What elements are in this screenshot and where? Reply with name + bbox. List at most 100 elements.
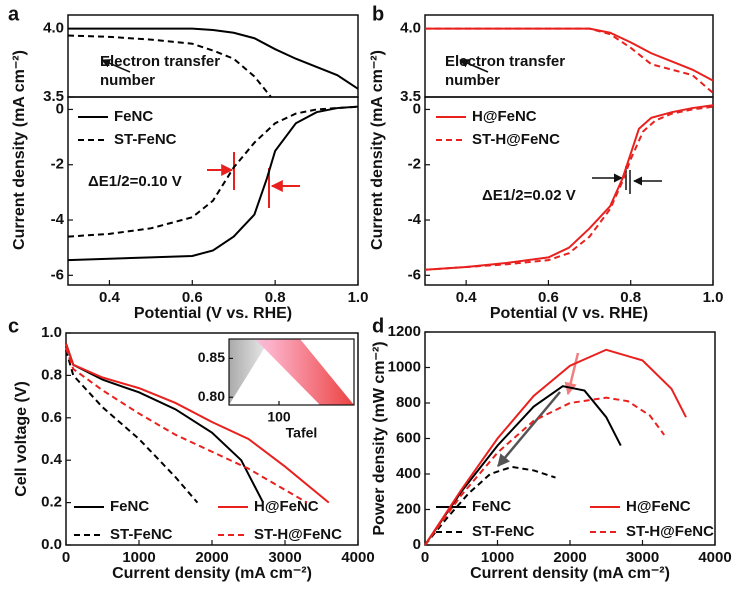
y-axis-label: Cell voltage (V) xyxy=(13,381,30,497)
y-tick-label: -6 xyxy=(51,266,64,283)
y-axis-label: Current density (mA cm⁻²) xyxy=(11,50,28,250)
legend-label: FeNC xyxy=(110,498,149,515)
y-tick-label: 0 xyxy=(413,536,421,553)
y-tick-label: 0.8 xyxy=(41,366,62,383)
y-tick-label: 800 xyxy=(396,394,421,411)
y-tick-label: 1.0 xyxy=(41,324,62,341)
inset-frame xyxy=(228,338,355,406)
series-line xyxy=(68,27,359,90)
y-tick-label: -4 xyxy=(51,211,65,228)
y-axis-label: Power density (mW cm⁻²) xyxy=(371,341,388,535)
x-tick-label: 0.8 xyxy=(620,289,641,306)
y-tick-label: 0.2 xyxy=(41,494,62,511)
inset-x-label: Tafel xyxy=(286,425,318,441)
x-tick-label: 1000 xyxy=(122,549,155,566)
x-tick-label: 0.8 xyxy=(265,289,286,306)
annotation: Electron transfer number xyxy=(445,53,566,89)
legend-label: ST-FeNC xyxy=(114,131,177,148)
x-tick-label: 0.4 xyxy=(99,289,121,306)
y-tick-label: 4.0 xyxy=(43,20,64,37)
series-line xyxy=(424,104,714,271)
annotation: ΔE1/2=0.02 V xyxy=(482,187,576,204)
legend-label: ST-H@FeNC xyxy=(254,526,342,543)
x-tick-label: 0.6 xyxy=(538,289,559,306)
x-tick-label: 3000 xyxy=(268,549,301,566)
y-tick-label: 3.5 xyxy=(400,88,421,105)
panel-letter: c xyxy=(8,315,19,337)
panel-letter: b xyxy=(372,3,384,25)
x-tick-label: 4000 xyxy=(341,549,374,566)
x-tick-label: 1.0 xyxy=(348,289,369,306)
y-tick-label: 200 xyxy=(396,500,421,517)
y-tick-label: 0.0 xyxy=(41,536,62,553)
legend-label: ST-H@FeNC xyxy=(626,523,714,540)
y-tick-label: 0 xyxy=(56,100,64,117)
x-axis-label: Current density (mA cm⁻²) xyxy=(112,565,312,582)
y-tick-label: 4.0 xyxy=(400,20,421,37)
series-line xyxy=(424,465,556,546)
legend-label: H@FeNC xyxy=(254,498,319,515)
y-tick-label: 0.4 xyxy=(41,451,63,468)
series-line xyxy=(65,343,330,504)
x-axis-label: Potential (V vs. RHE) xyxy=(490,305,648,322)
y-tick-label: 0.6 xyxy=(41,409,62,426)
y-tick-label: 1000 xyxy=(388,358,421,375)
panel-letter: a xyxy=(8,3,20,25)
plot-frame xyxy=(67,96,359,286)
y-tick-label: 600 xyxy=(396,429,421,446)
x-tick-label: 2000 xyxy=(195,549,228,566)
series-line xyxy=(67,34,272,98)
y-tick-label: 0 xyxy=(413,100,421,117)
x-tick-label: 0 xyxy=(421,549,429,566)
series-line xyxy=(425,27,714,82)
legend-label: ST-FeNC xyxy=(472,523,535,540)
x-tick-label: 0.4 xyxy=(456,289,478,306)
y-tick-label: -2 xyxy=(408,156,421,173)
x-tick-label: 0.6 xyxy=(182,289,203,306)
annotation: ΔE1/2=0.10 V xyxy=(88,173,182,190)
y-tick-label: -2 xyxy=(51,156,64,173)
series-line xyxy=(67,105,359,262)
y-tick-label: -4 xyxy=(408,211,422,228)
series-line xyxy=(67,105,359,238)
y-axis-label: Current density (mA cm⁻²) xyxy=(369,50,386,250)
legend-label: H@FeNC xyxy=(626,498,691,515)
y-tick-label: 3.5 xyxy=(43,88,64,105)
x-tick-label: 1000 xyxy=(481,549,514,566)
x-axis-label: Potential (V vs. RHE) xyxy=(134,305,292,322)
x-tick-label: 3000 xyxy=(626,549,659,566)
legend-label: H@FeNC xyxy=(472,108,537,125)
legend-label: FeNC xyxy=(114,108,153,125)
legend-label: FeNC xyxy=(472,498,511,515)
arrow xyxy=(459,59,489,73)
series-line xyxy=(424,348,687,546)
panel-letter: d xyxy=(372,315,384,337)
y-tick-label: 0.85 xyxy=(198,349,225,365)
series-line xyxy=(425,27,714,94)
series-line xyxy=(65,347,308,504)
y-tick-label: 400 xyxy=(396,465,421,482)
y-tick-label: 1200 xyxy=(388,323,421,340)
inset-shade xyxy=(255,339,354,405)
y-tick-label: 0.80 xyxy=(198,388,225,404)
x-tick-label: 1.0 xyxy=(703,289,724,306)
legend-label: ST-FeNC xyxy=(110,526,173,543)
arrow xyxy=(497,391,561,467)
x-tick-label: 2000 xyxy=(553,549,586,566)
arrow xyxy=(101,59,131,73)
x-tick-label: 0 xyxy=(62,549,70,566)
series-line xyxy=(424,385,622,546)
legend-label: ST-H@FeNC xyxy=(472,131,560,148)
series-line xyxy=(65,349,199,504)
plot-frame xyxy=(424,96,714,286)
x-axis-label: Current density (mA cm⁻²) xyxy=(470,565,670,582)
y-tick-label: -6 xyxy=(408,266,421,283)
inset-shade xyxy=(229,339,270,405)
x-tick-label: 100 xyxy=(267,409,291,425)
x-tick-label: 4000 xyxy=(698,549,731,566)
annotation: Electron transfer number xyxy=(100,53,221,89)
series-line xyxy=(424,396,666,546)
series-line xyxy=(424,105,714,271)
